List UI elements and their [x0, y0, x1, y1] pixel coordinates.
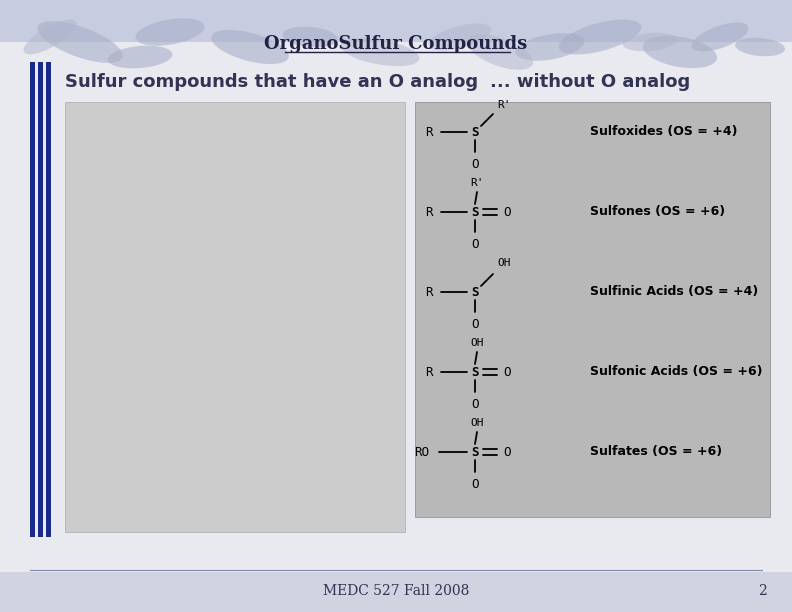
Text: R': R'	[470, 178, 484, 188]
Bar	[30, 62, 35, 537]
Ellipse shape	[643, 36, 717, 68]
Text: O: O	[503, 365, 511, 378]
Ellipse shape	[108, 46, 173, 69]
Text: S: S	[471, 446, 478, 458]
Bar	[0, 572, 792, 612]
Text: O: O	[471, 238, 478, 251]
Text: S: S	[471, 206, 478, 218]
Text: Sulfur compounds that have an O analog: Sulfur compounds that have an O analog	[65, 73, 478, 91]
Ellipse shape	[211, 30, 289, 64]
Text: S: S	[471, 365, 478, 378]
Text: Sulfoxides (OS = +4): Sulfoxides (OS = +4)	[590, 125, 737, 138]
Ellipse shape	[735, 38, 785, 56]
Bar	[415, 102, 770, 517]
Bar	[38, 62, 43, 537]
Ellipse shape	[428, 23, 492, 51]
Text: O: O	[471, 478, 478, 491]
Text: RO: RO	[414, 446, 429, 458]
Text: Sulfinic Acids (OS = +4): Sulfinic Acids (OS = +4)	[590, 286, 758, 299]
Ellipse shape	[559, 20, 642, 54]
Text: O: O	[471, 398, 478, 411]
Text: S: S	[471, 125, 478, 138]
Text: R: R	[425, 365, 433, 378]
Ellipse shape	[341, 38, 420, 66]
Text: S: S	[471, 286, 478, 299]
Text: MEDC 527 Fall 2008: MEDC 527 Fall 2008	[323, 584, 469, 598]
Ellipse shape	[466, 34, 533, 70]
Text: OH: OH	[497, 258, 511, 268]
Text: O: O	[503, 206, 511, 218]
Text: O: O	[503, 446, 511, 458]
Text: OH: OH	[470, 418, 484, 428]
Text: OrganoSulfur Compounds: OrganoSulfur Compounds	[265, 35, 527, 53]
Text: R: R	[425, 286, 433, 299]
Bar	[0, 0, 792, 82]
Ellipse shape	[623, 32, 677, 51]
Bar	[46, 62, 51, 537]
Ellipse shape	[516, 33, 584, 61]
Text: R': R'	[497, 100, 511, 110]
Ellipse shape	[135, 18, 204, 46]
Bar	[65, 102, 405, 532]
Text: ... without O analog: ... without O analog	[490, 73, 691, 91]
Ellipse shape	[24, 20, 77, 54]
Ellipse shape	[691, 23, 748, 51]
Text: R: R	[425, 206, 433, 218]
Text: 2: 2	[758, 584, 767, 598]
Text: O: O	[471, 158, 478, 171]
Text: O: O	[471, 318, 478, 331]
Bar	[0, 42, 792, 572]
Ellipse shape	[283, 27, 337, 47]
Text: Sulfates (OS = +6): Sulfates (OS = +6)	[590, 446, 722, 458]
Text: OH: OH	[470, 338, 484, 348]
Ellipse shape	[37, 21, 123, 63]
Text: Sulfonic Acids (OS = +6): Sulfonic Acids (OS = +6)	[590, 365, 763, 378]
Text: Sulfones (OS = +6): Sulfones (OS = +6)	[590, 206, 725, 218]
Text: R: R	[425, 125, 433, 138]
